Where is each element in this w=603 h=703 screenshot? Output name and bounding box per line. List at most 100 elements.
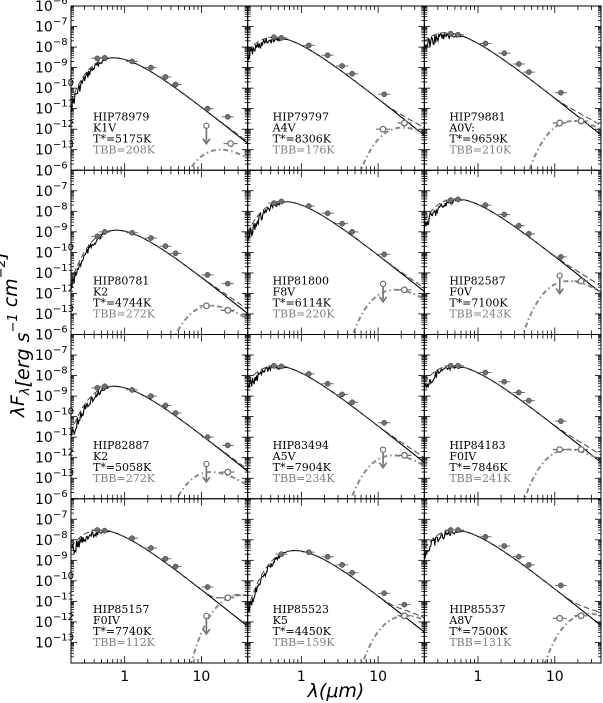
tbb-label: TBB=220K [273, 308, 336, 321]
photometry-point [148, 545, 154, 551]
excess-point [577, 277, 585, 285]
total-model-line [71, 385, 248, 470]
teff-label: T*=7846K [449, 461, 508, 474]
y-tick-label: 10−10 [35, 242, 74, 261]
upper-limit-arrowhead [202, 476, 211, 484]
y-tick-label: 10−8 [35, 366, 68, 385]
y-tick-label: 10−11 [35, 263, 74, 282]
photometry-point [447, 30, 454, 37]
upper-limit-point [379, 280, 387, 288]
upper-limit-point [203, 612, 210, 620]
upper-limit-point [556, 272, 563, 279]
y-tick-labels: 10−1310−1210−1110−1010−910−810−710−610−1… [35, 0, 74, 651]
photometry-point [162, 555, 169, 562]
photometry-point [172, 410, 179, 416]
spectral-type-label: K5 [273, 614, 288, 627]
photometry-point [515, 222, 522, 229]
photometry-point [224, 280, 231, 287]
spectral-type-label: F8V [273, 286, 297, 299]
x-tick-label: 10 [546, 669, 564, 685]
total-model-line [424, 365, 602, 456]
photometry-point [501, 543, 508, 549]
photometry-point [271, 34, 277, 41]
disk-model-line [350, 454, 425, 499]
photometry-point [482, 369, 489, 376]
total-model-line [71, 229, 248, 310]
disk-model-line [522, 280, 602, 335]
photometry-point [349, 70, 356, 77]
panel-grid: HIP78979K1VT*=5175KTBB=208KHIP79797A4VT*… [70, 5, 602, 664]
photometry-point [278, 363, 285, 370]
total-model-line [424, 198, 602, 287]
spectral-type-label: F0IV [449, 450, 477, 463]
star-name-label: HIP78979 [93, 110, 149, 123]
star-name-label: HIP83494 [273, 439, 329, 452]
disk-model-line [361, 614, 425, 663]
x-axis-title: λ(μm) [307, 680, 365, 702]
tbb-label: TBB=159K [273, 636, 336, 649]
photometry-point [94, 527, 101, 533]
y-tick-label: 10−7 [35, 17, 68, 36]
photometry-point [349, 569, 356, 576]
photometry-point [94, 385, 101, 391]
upper-limit-arrowhead [555, 288, 564, 296]
teff-label: T*=8306K [273, 132, 332, 145]
tbb-label: TBB=234K [273, 472, 336, 485]
photometry-point [526, 562, 532, 568]
upper-limit-arrowhead [378, 462, 388, 470]
y-tick-label: 10−9 [35, 550, 68, 569]
star-model-line [71, 57, 248, 144]
star-name-label: HIP82887 [93, 439, 149, 452]
upper-limit-arrowhead [202, 628, 211, 636]
y-tick-label: 10−9 [35, 58, 68, 77]
star-name-label: HIP85523 [273, 603, 329, 616]
tbb-label: TBB=243K [449, 308, 512, 321]
tbb-label: TBB=176K [273, 143, 336, 156]
photometry-point [271, 362, 277, 369]
x-tick-labels: 1 10 1 10 1 10 [120, 669, 563, 685]
disk-model-line [190, 594, 248, 663]
photometry-point [101, 383, 108, 390]
photometry-point [324, 52, 331, 59]
photometry-point [339, 220, 345, 227]
x-tick-label: 10 [369, 669, 387, 685]
y-tick-label: 10−10 [35, 407, 74, 426]
photometry-point [172, 250, 179, 257]
photometry-point [381, 419, 388, 426]
photometry-point [204, 584, 211, 590]
y-tick-label: 10−7 [35, 345, 68, 364]
star-name-label: HIP85157 [93, 603, 149, 616]
spectral-type-label: A4V [272, 121, 297, 134]
tbb-label: TBB=131K [449, 636, 512, 649]
photometry-point [324, 210, 331, 217]
photometry-point [148, 393, 154, 399]
photometry-point [558, 582, 564, 589]
tbb-label: TBB=272K [93, 472, 156, 485]
spectral-type-label: A0V: [448, 121, 475, 134]
y-tick-label: 10−12 [35, 283, 74, 302]
photometry-point [305, 203, 312, 209]
photometry-point [401, 601, 408, 608]
y-tick-label: 10−8 [35, 530, 68, 549]
photometry-point [349, 228, 356, 235]
photometry-point [224, 113, 231, 120]
photometry-point [455, 31, 461, 38]
excess-point [577, 117, 585, 125]
disk-model-line [543, 612, 602, 663]
photometry-point [278, 198, 285, 205]
excess-point [556, 119, 564, 127]
tbb-label: TBB=112K [93, 636, 156, 649]
spectral-type-label: A5V [272, 450, 297, 463]
y-tick-label: 10−8 [35, 201, 68, 220]
excess-point [577, 446, 585, 453]
photometry-point [204, 105, 211, 112]
x-tick-label: 1 [297, 669, 306, 685]
excess-point [227, 140, 235, 147]
y-tick-label: 10−13 [35, 468, 74, 487]
y-tick-label: 10−12 [35, 448, 74, 467]
